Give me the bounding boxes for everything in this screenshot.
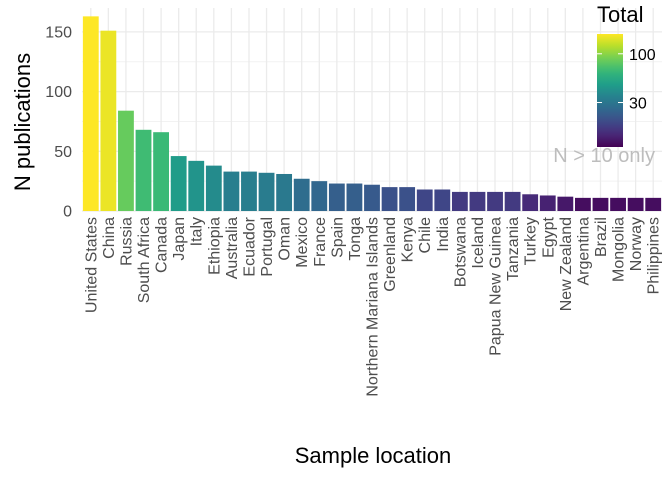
- x-tick-label: Tonga: [347, 217, 364, 261]
- bar: [205, 165, 222, 211]
- x-tick-label: Italy: [189, 217, 206, 246]
- y-axis-ticks: 0 50 100 150: [45, 24, 72, 220]
- bar: [82, 16, 99, 211]
- bar: [627, 197, 644, 211]
- x-tick-label: Botswana: [452, 217, 469, 287]
- bar: [434, 189, 451, 211]
- bar: [311, 181, 328, 211]
- bar: [592, 197, 609, 211]
- x-tick-label: Spain: [329, 217, 346, 258]
- bar: [539, 195, 556, 211]
- legend-tick-label: 100: [629, 47, 656, 64]
- legend-title: Total: [597, 2, 643, 27]
- bar: [241, 171, 257, 211]
- bar: [557, 196, 574, 211]
- x-tick-label: Japan: [171, 217, 188, 261]
- bar: [188, 160, 205, 211]
- bar: [469, 191, 486, 211]
- legend-ticks: 30 100: [597, 47, 656, 113]
- color-legend: Total 30 100: [597, 2, 656, 147]
- bar: [153, 132, 169, 211]
- bar: [381, 187, 398, 211]
- legend-colorbar: [597, 34, 623, 147]
- bar: [293, 178, 310, 211]
- x-tick-label: Canada: [154, 217, 171, 273]
- bar: [487, 191, 503, 211]
- annotation-text: N > 10 only: [553, 145, 655, 167]
- x-tick-label: South Africa: [136, 217, 153, 303]
- bar: [170, 156, 187, 211]
- bars: [82, 16, 662, 212]
- bar: [610, 197, 626, 211]
- bar: [100, 30, 117, 212]
- bar: [451, 191, 468, 211]
- bar: [416, 189, 433, 211]
- x-tick-label: Mongolia: [611, 217, 628, 282]
- x-tick-label: Brazil: [593, 217, 610, 257]
- bar: [504, 191, 521, 211]
- x-tick-label: India: [435, 217, 452, 252]
- x-tick-label: Norway: [628, 217, 645, 271]
- x-tick-label: Russia: [118, 217, 135, 266]
- x-tick-label: Turkey: [523, 217, 540, 265]
- x-tick-label: Oman: [277, 217, 294, 261]
- x-tick-label: Mexico: [294, 217, 311, 268]
- x-tick-label: Tanzania: [505, 217, 522, 281]
- bar: [575, 197, 591, 211]
- bar: [258, 172, 275, 211]
- x-tick-label: China: [101, 217, 118, 259]
- bar: [522, 194, 539, 211]
- bar: [135, 129, 152, 211]
- y-axis-title: N publications: [10, 53, 35, 191]
- x-tick-label: Egypt: [540, 216, 557, 257]
- x-tick-label: Northern Mariana Islands: [365, 217, 382, 397]
- bar: [364, 184, 380, 211]
- x-tick-label: Ethiopia: [206, 217, 223, 275]
- x-tick-label: Kenya: [400, 217, 417, 262]
- y-tick-label: 100: [45, 84, 72, 101]
- bar: [118, 110, 134, 211]
- x-tick-label: Iceland: [470, 217, 487, 269]
- bar: [645, 197, 662, 211]
- x-tick-label: Greenland: [382, 217, 399, 292]
- x-tick-label: United States: [83, 217, 100, 313]
- y-tick-label: 50: [54, 144, 72, 161]
- legend-tick-label: 30: [629, 96, 647, 113]
- x-tick-label: Papua New Guinea: [488, 217, 505, 356]
- x-axis-ticks: United States China Russia South Africa Cana…: [83, 216, 662, 396]
- x-tick-label: New Zealand: [558, 217, 575, 311]
- x-tick-label: Portugal: [259, 217, 276, 277]
- x-tick-label: Australia: [224, 217, 241, 279]
- x-axis-title: Sample location: [295, 443, 452, 468]
- x-tick-label: Ecuador: [241, 216, 258, 276]
- bar: [276, 173, 293, 211]
- y-tick-label: 0: [63, 204, 72, 221]
- bar: [328, 183, 345, 211]
- y-tick-label: 150: [45, 24, 72, 41]
- bar: [346, 183, 363, 211]
- bar: [399, 187, 416, 211]
- x-tick-label: Philippines: [646, 217, 663, 294]
- x-tick-label: Argentina: [575, 217, 592, 286]
- x-tick-label: Chile: [417, 217, 434, 254]
- bar: [223, 171, 240, 211]
- x-tick-label: France: [312, 217, 329, 267]
